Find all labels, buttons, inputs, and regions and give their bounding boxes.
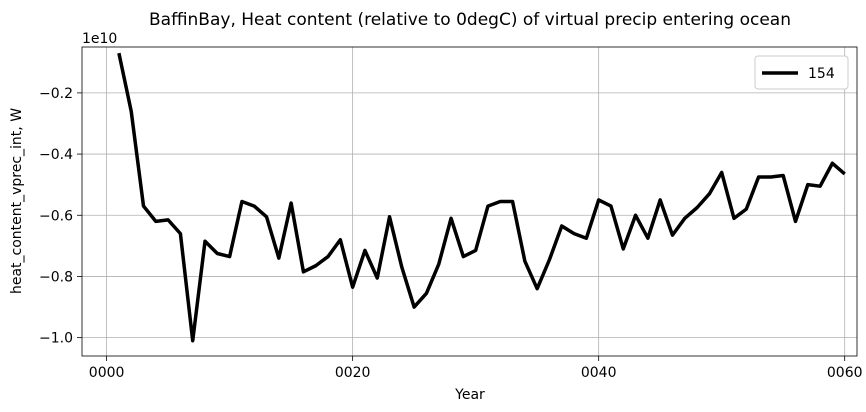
y-tick-label: −0.2 xyxy=(39,86,73,102)
axis-ticks: 0000 0020 0040 0060 −1.0 −0.8 −0.6 −0.4 −0.2 xyxy=(39,86,863,381)
y-tick-label: −0.6 xyxy=(39,208,73,224)
x-axis-label: Year xyxy=(454,387,485,403)
x-tick-label: 0040 xyxy=(581,365,617,381)
series-layer xyxy=(117,52,846,343)
plot-frame xyxy=(81,46,858,357)
y-tick-label: −0.4 xyxy=(39,147,73,163)
legend: 154 xyxy=(754,55,849,90)
y-tick-label: −0.8 xyxy=(39,269,73,285)
grid xyxy=(82,47,857,356)
series-line-154 xyxy=(117,52,846,343)
y-tick-label: −1.0 xyxy=(39,331,73,347)
x-tick-label: 0000 xyxy=(89,365,125,381)
y-axis-label: heat_content_vprec_int, W xyxy=(9,108,25,294)
x-tick-label: 0020 xyxy=(335,365,371,381)
legend-frame xyxy=(754,55,849,90)
x-tick-label: 0060 xyxy=(827,365,863,381)
legend-entry-label: 154 xyxy=(808,66,835,82)
chart-title: BaffinBay, Heat content (relative to 0de… xyxy=(149,10,791,30)
y-axis-offset-label: 1e10 xyxy=(82,31,117,47)
